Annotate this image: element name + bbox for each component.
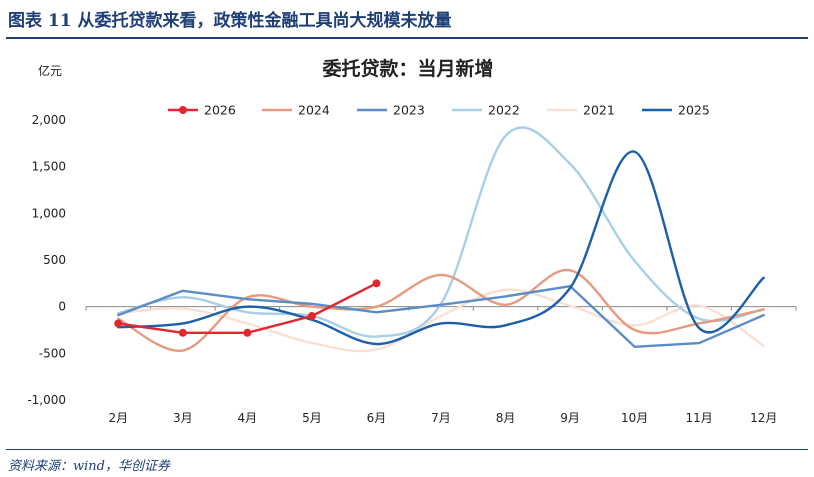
legend-label: 2021: [583, 103, 615, 118]
chart-title: 委托贷款：当月新增: [321, 57, 493, 80]
legend-label: 2023: [393, 103, 425, 118]
chart-container: 2,000 1,500 1,000 500 0 -500 -1,000 2月 3月 4月 5月 6月 7…: [0, 42, 814, 447]
x-tick-label: 8月: [496, 411, 516, 425]
series-2021: [117, 288, 765, 353]
axes-layer: 2,000 1,500 1,000 500 0 -500 -1,000 2月 3月 4月 5月 6月 7…: [27, 113, 797, 425]
series-2023: [117, 284, 765, 348]
legend-label: 2025: [678, 103, 710, 118]
x-tick-label: 3月: [173, 411, 193, 425]
x-tick-label: 9月: [560, 411, 580, 425]
series-2025: [117, 150, 765, 346]
x-tick-label: 2月: [108, 411, 128, 425]
series-line-2025: [117, 150, 765, 346]
series-line-2024: [117, 268, 765, 352]
x-tick-label: 11月: [686, 411, 713, 425]
data-point-2026: [243, 328, 252, 337]
series-line-2023: [117, 284, 765, 348]
x-tick-label: 10月: [621, 411, 648, 425]
x-tick-label: 4月: [238, 411, 258, 425]
legend-item-2021: 2021: [547, 103, 615, 118]
y-tick-label: 1,000: [32, 206, 66, 220]
legend-label: 2026: [204, 103, 236, 118]
data-point-2026: [114, 319, 123, 328]
legend-item-2023: 2023: [357, 103, 425, 118]
header-rule: [6, 37, 808, 39]
figure-header: 图表 11 从委托贷款来看，政策性金融工具尚大规模未放量: [0, 0, 814, 40]
series-2022: [117, 126, 765, 338]
x-tick-label: 5月: [302, 411, 322, 425]
data-point-2026: [178, 328, 187, 337]
series-layer: [114, 126, 765, 353]
x-tick-label: 12月: [750, 411, 777, 425]
x-tick-label: 6月: [367, 411, 387, 425]
y-tick-label: 0: [58, 300, 66, 314]
data-point-2026: [307, 312, 316, 320]
legend-item-2025: 2025: [642, 103, 710, 118]
figure-title: 图表 11 从委托贷款来看，政策性金融工具尚大规模未放量: [8, 11, 452, 31]
series-2024: [117, 268, 765, 352]
legend-item-2024: 2024: [262, 103, 330, 118]
legend-label: 2024: [298, 103, 330, 118]
footer-rule: [6, 449, 808, 450]
series-2026: [114, 279, 381, 337]
y-tick-label: 2,000: [32, 113, 66, 127]
legend: 2026 2024 2023 2022 2021 2025: [168, 103, 710, 118]
legend-item-2026: 2026: [168, 103, 236, 118]
legend-marker: [179, 106, 187, 114]
series-line-2022: [117, 126, 765, 338]
source-note: 资料来源：wind，华创证券: [8, 459, 170, 474]
legend-label: 2022: [488, 103, 520, 118]
x-tick-label: 7月: [431, 411, 451, 425]
y-tick-label: 1,500: [32, 160, 66, 174]
y-axis-unit-label: 亿元: [38, 63, 62, 78]
data-point-2026: [372, 279, 381, 288]
series-line-2021: [117, 288, 765, 353]
line-chart: 2,000 1,500 1,000 500 0 -500 -1,000 2月 3月 4月 5月 6月 7…: [27, 57, 797, 425]
y-tick-label: -500: [39, 346, 66, 360]
legend-item-2022: 2022: [452, 103, 520, 118]
y-tick-label: -1,000: [27, 393, 66, 407]
y-tick-label: 500: [43, 253, 66, 267]
